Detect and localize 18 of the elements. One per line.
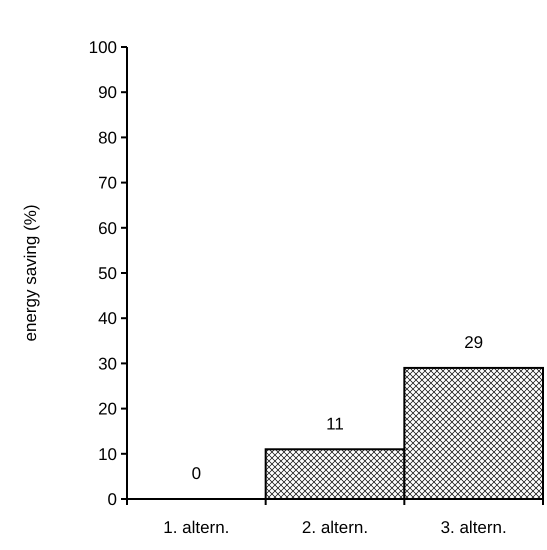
x-tick-label: 2. altern. xyxy=(302,518,368,537)
y-tick-label: 30 xyxy=(98,354,117,374)
y-tick-label: 70 xyxy=(98,174,117,193)
x-tick-label: 1. altern. xyxy=(163,518,230,537)
y-tick-label: 0 xyxy=(108,490,117,509)
x-tick-label: 3. altern. xyxy=(440,518,507,537)
y-tick-label: 80 xyxy=(98,128,117,148)
y-tick-label: 40 xyxy=(98,309,117,328)
y-tick-label: 10 xyxy=(98,444,117,464)
y-tick-label: 100 xyxy=(88,38,117,57)
y-tick-label: 20 xyxy=(98,400,117,419)
y-tick-label: 50 xyxy=(98,264,117,283)
data-label: 29 xyxy=(464,332,484,352)
y-axis-title: energy saving (%) xyxy=(21,204,40,342)
y-tick-label: 90 xyxy=(98,83,117,102)
data-label: 0 xyxy=(192,464,202,483)
y-tick-label: 60 xyxy=(98,218,117,238)
data-label: 11 xyxy=(326,414,344,434)
